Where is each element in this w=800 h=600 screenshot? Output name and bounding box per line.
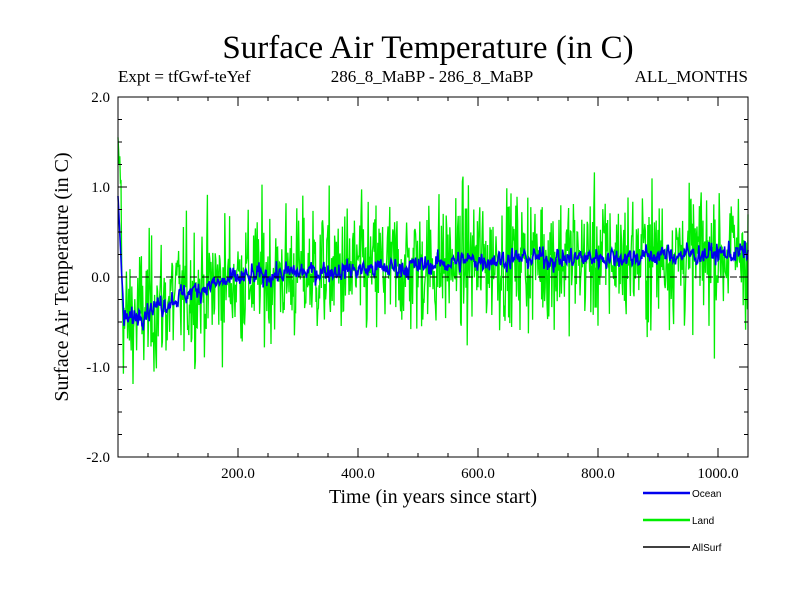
legend: Ocean Land AllSurf xyxy=(643,489,722,554)
chart-title: Surface Air Temperature (in C) xyxy=(222,30,633,66)
x-tick-label: 600.0 xyxy=(461,466,495,482)
x-tick-label: 1000.0 xyxy=(697,466,738,482)
y-tick-label: 1.0 xyxy=(91,180,110,196)
legend-label-land: Land xyxy=(692,516,714,527)
x-tick-label: 800.0 xyxy=(581,466,615,482)
comparison-label: 286_8_MaBP - 286_8_MaBP xyxy=(331,67,533,86)
series-line-ocean xyxy=(117,195,749,331)
x-tick-label: 400.0 xyxy=(341,466,375,482)
series-line-land xyxy=(117,137,749,384)
months-label: ALL_MONTHS xyxy=(635,67,748,86)
plot-area: 200.0 400.0 600.0 800.0 1000.0 2.0 1.0 0.0 -1.0 -… xyxy=(86,90,749,482)
x-axis-label: Time (in years since start) xyxy=(329,486,537,508)
y-tick-label: -1.0 xyxy=(86,360,110,376)
legend-label-allsurf: AllSurf xyxy=(692,543,722,554)
x-tick-label: 200.0 xyxy=(221,466,255,482)
legend-label-ocean: Ocean xyxy=(692,489,721,500)
y-tick-label: -2.0 xyxy=(86,450,110,466)
y-axis-label: Surface Air Temperature (in C) xyxy=(51,152,73,401)
experiment-label: Expt = tfGwf-teYef xyxy=(118,67,251,86)
y-tick-label: 2.0 xyxy=(91,90,110,106)
y-tick-label: 0.0 xyxy=(91,270,110,286)
